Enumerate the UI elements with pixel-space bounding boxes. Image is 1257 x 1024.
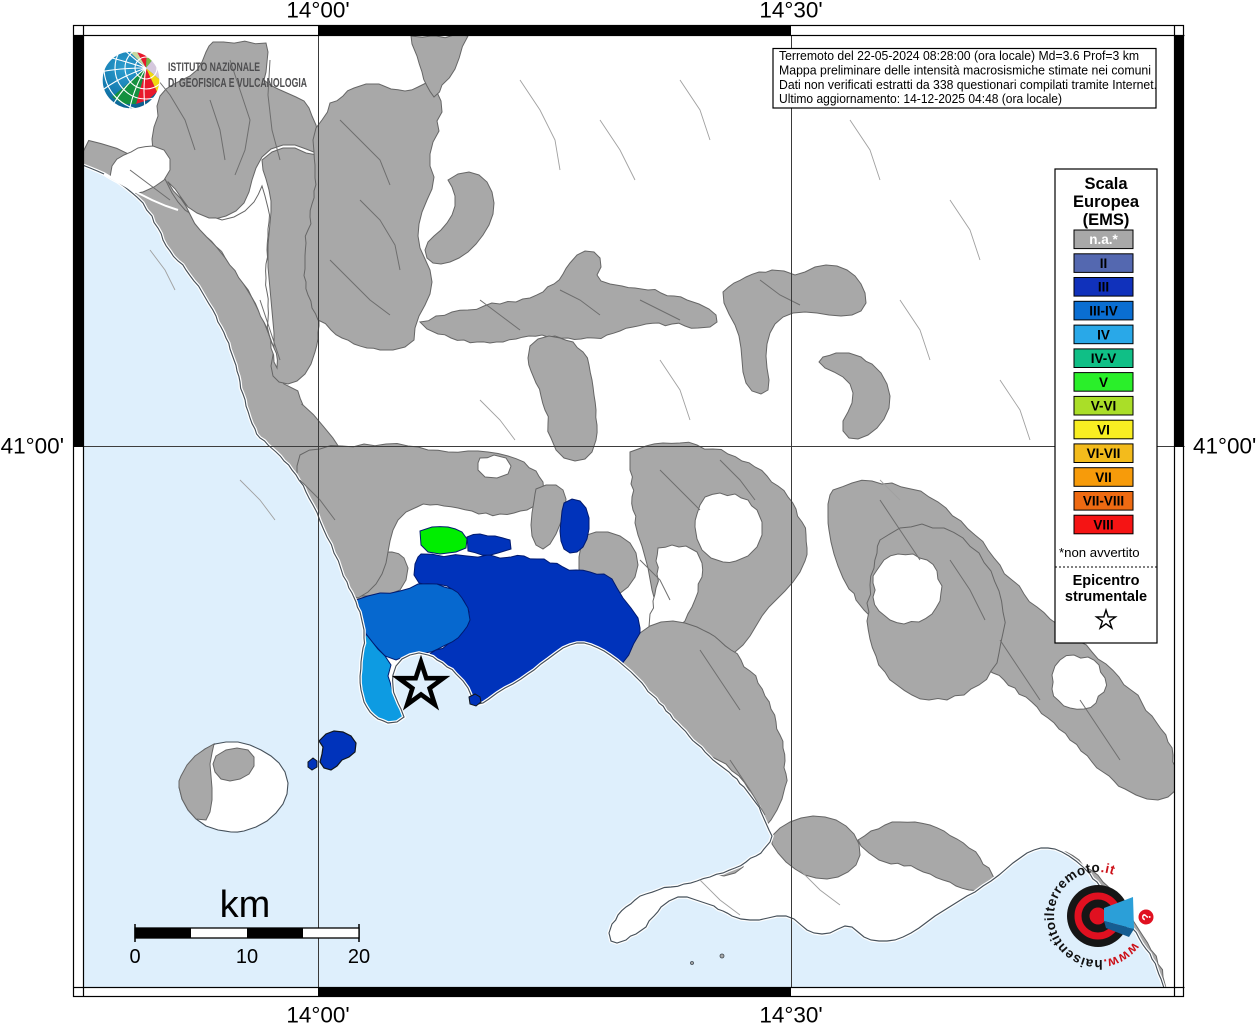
svg-text:Terremoto del 22-05-2024 08:28: Terremoto del 22-05-2024 08:28:00 (ora l… (779, 48, 1139, 63)
svg-text:VII-VIII: VII-VIII (1083, 494, 1124, 509)
svg-text:*non avvertito: *non avvertito (1059, 545, 1140, 560)
svg-text:?: ? (1139, 913, 1154, 922)
svg-text:V: V (1099, 375, 1108, 390)
svg-text:VII: VII (1095, 470, 1112, 485)
svg-text:n.a.*: n.a.* (1089, 232, 1118, 247)
svg-text:Mappa preliminare delle intens: Mappa preliminare delle intensità macros… (779, 62, 1151, 77)
svg-text:(EMS): (EMS) (1083, 211, 1130, 229)
svg-text:IV: IV (1097, 327, 1110, 342)
svg-text:20: 20 (348, 946, 370, 968)
svg-text:IV-V: IV-V (1091, 351, 1117, 366)
svg-text:III: III (1098, 280, 1109, 295)
svg-text:VI: VI (1097, 422, 1110, 437)
svg-text:VI-VII: VI-VII (1087, 446, 1121, 461)
svg-text:Europea: Europea (1073, 193, 1140, 211)
svg-text:strumentale: strumentale (1065, 589, 1147, 605)
svg-text:14°30': 14°30' (759, 0, 822, 23)
svg-text:km: km (220, 884, 271, 926)
svg-text:II: II (1100, 256, 1108, 271)
svg-text:ISTITUTO NAZIONALE: ISTITUTO NAZIONALE (168, 62, 260, 74)
svg-text:14°00': 14°00' (286, 0, 349, 23)
svg-text:0: 0 (129, 946, 140, 968)
svg-text:III-IV: III-IV (1089, 304, 1118, 319)
svg-text:Ultimo aggiornamento: 14-12-20: Ultimo aggiornamento: 14-12-2025 04:48 (… (779, 91, 1062, 106)
svg-text:VIII: VIII (1093, 517, 1113, 532)
svg-text:14°00': 14°00' (286, 1003, 349, 1024)
svg-text:41°00': 41°00' (1, 434, 64, 459)
svg-text:41°00': 41°00' (1193, 434, 1256, 459)
svg-text:14°30': 14°30' (759, 1003, 822, 1024)
svg-text:Scala: Scala (1084, 175, 1128, 193)
svg-text:10: 10 (236, 946, 258, 968)
svg-text:Dati non verificati estratti d: Dati non verificati estratti da 338 ques… (779, 77, 1157, 92)
svg-text:Epicentro: Epicentro (1073, 573, 1140, 589)
svg-text:V-VI: V-VI (1091, 399, 1117, 414)
svg-text:DI GEOFISICA E VULCANOLOGIA: DI GEOFISICA E VULCANOLOGIA (168, 76, 307, 90)
